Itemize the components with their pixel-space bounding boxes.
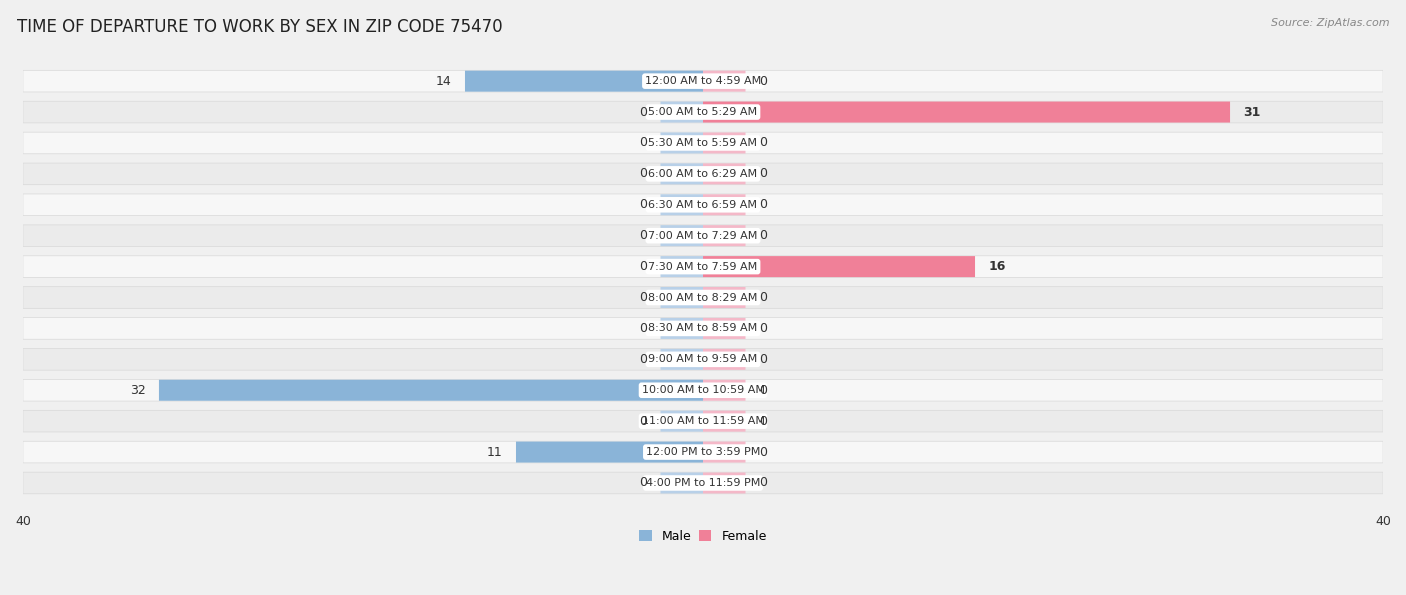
Text: 0: 0 xyxy=(638,198,647,211)
Text: 9:00 AM to 9:59 AM: 9:00 AM to 9:59 AM xyxy=(648,355,758,364)
FancyBboxPatch shape xyxy=(703,256,974,277)
Text: 12:00 PM to 3:59 PM: 12:00 PM to 3:59 PM xyxy=(645,447,761,457)
FancyBboxPatch shape xyxy=(465,71,703,92)
Text: 0: 0 xyxy=(638,229,647,242)
Text: 0: 0 xyxy=(759,167,768,180)
FancyBboxPatch shape xyxy=(703,133,745,154)
FancyBboxPatch shape xyxy=(703,102,1230,123)
FancyBboxPatch shape xyxy=(22,225,1384,246)
FancyBboxPatch shape xyxy=(22,70,1384,92)
Text: 12:00 AM to 4:59 AM: 12:00 AM to 4:59 AM xyxy=(645,76,761,86)
Text: 0: 0 xyxy=(759,198,768,211)
FancyBboxPatch shape xyxy=(661,195,703,215)
FancyBboxPatch shape xyxy=(703,472,745,493)
FancyBboxPatch shape xyxy=(661,411,703,431)
Text: 6:30 AM to 6:59 AM: 6:30 AM to 6:59 AM xyxy=(648,200,758,210)
FancyBboxPatch shape xyxy=(661,472,703,493)
Text: 7:30 AM to 7:59 AM: 7:30 AM to 7:59 AM xyxy=(648,262,758,271)
FancyBboxPatch shape xyxy=(661,133,703,154)
FancyBboxPatch shape xyxy=(22,318,1384,339)
FancyBboxPatch shape xyxy=(703,380,745,401)
FancyBboxPatch shape xyxy=(516,441,703,462)
FancyBboxPatch shape xyxy=(703,195,745,215)
Text: 0: 0 xyxy=(759,477,768,490)
Text: 0: 0 xyxy=(638,477,647,490)
Text: 5:00 AM to 5:29 AM: 5:00 AM to 5:29 AM xyxy=(648,107,758,117)
FancyBboxPatch shape xyxy=(703,441,745,462)
FancyBboxPatch shape xyxy=(661,256,703,277)
Text: 14: 14 xyxy=(436,74,451,87)
Text: 7:00 AM to 7:29 AM: 7:00 AM to 7:29 AM xyxy=(648,231,758,241)
FancyBboxPatch shape xyxy=(159,380,703,401)
FancyBboxPatch shape xyxy=(703,287,745,308)
FancyBboxPatch shape xyxy=(22,256,1384,277)
Text: 0: 0 xyxy=(638,353,647,366)
FancyBboxPatch shape xyxy=(22,441,1384,463)
Text: 0: 0 xyxy=(759,446,768,459)
Text: 8:00 AM to 8:29 AM: 8:00 AM to 8:29 AM xyxy=(648,293,758,302)
FancyBboxPatch shape xyxy=(703,225,745,246)
Text: 0: 0 xyxy=(759,74,768,87)
FancyBboxPatch shape xyxy=(703,349,745,370)
Text: 6:00 AM to 6:29 AM: 6:00 AM to 6:29 AM xyxy=(648,169,758,179)
Text: 0: 0 xyxy=(759,322,768,335)
FancyBboxPatch shape xyxy=(661,225,703,246)
Text: 0: 0 xyxy=(759,229,768,242)
FancyBboxPatch shape xyxy=(22,163,1384,184)
FancyBboxPatch shape xyxy=(661,164,703,184)
Text: 0: 0 xyxy=(638,291,647,304)
FancyBboxPatch shape xyxy=(22,380,1384,401)
Text: 0: 0 xyxy=(759,291,768,304)
Text: 11:00 AM to 11:59 AM: 11:00 AM to 11:59 AM xyxy=(641,416,765,426)
FancyBboxPatch shape xyxy=(703,411,745,431)
Text: 0: 0 xyxy=(759,384,768,397)
Text: 0: 0 xyxy=(759,136,768,149)
FancyBboxPatch shape xyxy=(661,318,703,339)
Text: 0: 0 xyxy=(759,353,768,366)
Text: 0: 0 xyxy=(638,260,647,273)
FancyBboxPatch shape xyxy=(22,132,1384,154)
FancyBboxPatch shape xyxy=(661,349,703,370)
FancyBboxPatch shape xyxy=(22,472,1384,494)
Text: 11: 11 xyxy=(486,446,502,459)
Text: 0: 0 xyxy=(759,415,768,428)
Text: 0: 0 xyxy=(638,136,647,149)
Text: 0: 0 xyxy=(638,105,647,118)
Text: 31: 31 xyxy=(1244,105,1261,118)
Text: 32: 32 xyxy=(129,384,145,397)
FancyBboxPatch shape xyxy=(703,164,745,184)
Text: 4:00 PM to 11:59 PM: 4:00 PM to 11:59 PM xyxy=(645,478,761,488)
Legend: Male, Female: Male, Female xyxy=(634,525,772,548)
FancyBboxPatch shape xyxy=(22,194,1384,215)
Text: Source: ZipAtlas.com: Source: ZipAtlas.com xyxy=(1271,18,1389,28)
Text: 8:30 AM to 8:59 AM: 8:30 AM to 8:59 AM xyxy=(648,324,758,333)
FancyBboxPatch shape xyxy=(703,71,745,92)
Text: 16: 16 xyxy=(988,260,1007,273)
FancyBboxPatch shape xyxy=(22,101,1384,123)
Text: 0: 0 xyxy=(638,415,647,428)
FancyBboxPatch shape xyxy=(22,287,1384,308)
Text: 0: 0 xyxy=(638,167,647,180)
FancyBboxPatch shape xyxy=(661,102,703,123)
FancyBboxPatch shape xyxy=(661,287,703,308)
FancyBboxPatch shape xyxy=(22,349,1384,370)
Text: 5:30 AM to 5:59 AM: 5:30 AM to 5:59 AM xyxy=(648,138,758,148)
Text: TIME OF DEPARTURE TO WORK BY SEX IN ZIP CODE 75470: TIME OF DEPARTURE TO WORK BY SEX IN ZIP … xyxy=(17,18,502,36)
Text: 10:00 AM to 10:59 AM: 10:00 AM to 10:59 AM xyxy=(641,385,765,395)
FancyBboxPatch shape xyxy=(22,411,1384,432)
FancyBboxPatch shape xyxy=(703,318,745,339)
Text: 0: 0 xyxy=(638,322,647,335)
